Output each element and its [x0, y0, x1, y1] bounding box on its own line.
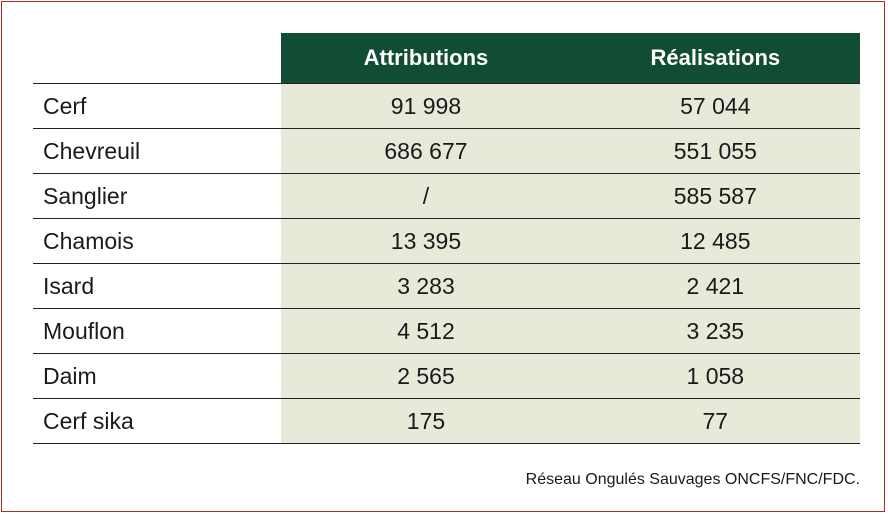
- cell-attributions: 175: [281, 398, 571, 444]
- row-label: Cerf: [33, 83, 282, 129]
- cell-attributions: 13 395: [281, 218, 571, 264]
- header-realisations: Réalisations: [570, 33, 860, 84]
- cell-realisations: 2 421: [570, 263, 860, 309]
- cell-attributions: 2 565: [281, 353, 571, 399]
- cell-realisations: 585 587: [570, 173, 860, 219]
- table-row: Cerf sika 175 77: [33, 398, 860, 444]
- hunting-table: Attributions Réalisations Cerf 91 998 57…: [33, 33, 860, 444]
- table-row: Sanglier / 585 587: [33, 173, 860, 219]
- row-label: Chevreuil: [33, 128, 282, 174]
- header-attributions: Attributions: [281, 33, 571, 84]
- table-row: Mouflon 4 512 3 235: [33, 308, 860, 354]
- cell-realisations: 3 235: [570, 308, 860, 354]
- cell-realisations: 551 055: [570, 128, 860, 174]
- row-label: Cerf sika: [33, 398, 282, 444]
- table-row: Daim 2 565 1 058: [33, 353, 860, 399]
- cell-attributions: 686 677: [281, 128, 571, 174]
- table-row: Isard 3 283 2 421: [33, 263, 860, 309]
- table-row: Chevreuil 686 677 551 055: [33, 128, 860, 174]
- cell-realisations: 12 485: [570, 218, 860, 264]
- row-label: Chamois: [33, 218, 282, 264]
- row-label: Mouflon: [33, 308, 282, 354]
- header-blank: [33, 33, 281, 84]
- cell-realisations: 57 044: [570, 83, 860, 129]
- cell-realisations: 77: [570, 398, 860, 444]
- table-row: Cerf 91 998 57 044: [33, 83, 860, 129]
- cell-attributions: /: [281, 173, 571, 219]
- cell-attributions: 91 998: [281, 83, 571, 129]
- table-row: Chamois 13 395 12 485: [33, 218, 860, 264]
- row-label: Daim: [33, 353, 282, 399]
- cell-attributions: 3 283: [281, 263, 571, 309]
- row-label: Sanglier: [33, 173, 282, 219]
- cell-realisations: 1 058: [570, 353, 860, 399]
- source-note: Réseau Ongulés Sauvages ONCFS/FNC/FDC.: [525, 471, 860, 488]
- row-label: Isard: [33, 263, 282, 309]
- cell-attributions: 4 512: [281, 308, 571, 354]
- header-row: Attributions Réalisations: [33, 33, 860, 84]
